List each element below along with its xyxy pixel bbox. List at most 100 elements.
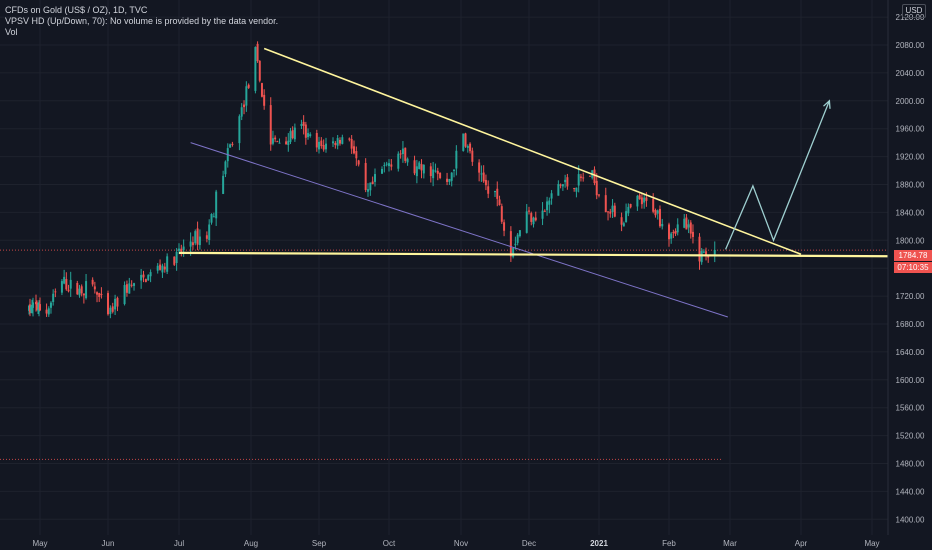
candle-body: [147, 275, 150, 281]
candle-body: [114, 298, 117, 310]
candle-body: [575, 187, 578, 192]
candle-body: [528, 210, 530, 212]
indicator-label[interactable]: VPSV HD (Up/Down, 70): No volume is prov…: [5, 16, 279, 26]
candle-body: [480, 173, 483, 175]
candle-body: [546, 201, 549, 211]
candle-body: [293, 127, 296, 140]
candle-body: [413, 160, 416, 174]
candle-body: [705, 251, 708, 257]
candle-body: [399, 153, 402, 155]
candle-body: [564, 179, 567, 183]
candle-body: [254, 47, 257, 91]
candle-body: [595, 180, 598, 196]
y-tick-label: 1960.00: [896, 125, 925, 134]
candle-body: [332, 141, 334, 144]
candle-body: [691, 231, 694, 237]
y-tick-label: 2000.00: [896, 97, 925, 106]
candle-body: [125, 284, 128, 293]
candle-body: [63, 276, 66, 284]
dotted-levels: [0, 249, 888, 460]
candle-body: [698, 236, 701, 262]
candle-body: [45, 309, 48, 314]
candle-body: [401, 148, 404, 155]
candle-body: [482, 172, 485, 182]
candle-body: [208, 224, 211, 240]
lower-channel-line: [190, 142, 728, 318]
volume-label[interactable]: Vol: [5, 27, 18, 37]
candle-body: [415, 166, 418, 177]
candle-body: [369, 182, 372, 191]
candle-body: [548, 200, 551, 205]
candle-body: [509, 231, 512, 257]
time-axis[interactable]: [0, 535, 932, 550]
x-tick-label: May: [864, 539, 879, 548]
candle-body: [336, 138, 339, 146]
candle-body: [205, 235, 208, 239]
candle-body: [534, 217, 537, 221]
x-tick-label: Nov: [454, 539, 468, 548]
candle-body: [116, 297, 119, 307]
y-tick-label: 2080.00: [896, 41, 925, 50]
candle-body: [420, 164, 423, 171]
candle-body: [287, 140, 290, 146]
candle-body: [304, 124, 307, 138]
candle-body: [676, 224, 679, 233]
candle-body: [625, 211, 628, 223]
candle-body: [582, 177, 585, 179]
x-tick-label: Mar: [723, 539, 737, 548]
candles: [28, 41, 716, 319]
candle-body: [448, 178, 451, 182]
candle-body: [353, 146, 355, 154]
candle-body: [91, 279, 94, 285]
countdown-label: 07:10:35: [894, 262, 932, 273]
x-axis-ticks: May Jun Jul Aug Sep Oct Nov Dec 2021 Feb Mar Apr May: [32, 539, 879, 548]
symbol-title[interactable]: CFDs on Gold (US$ / OZ), 1D, TVC: [5, 5, 148, 15]
candle-body: [422, 164, 425, 174]
candle-body: [702, 251, 705, 253]
x-tick-label: Sep: [312, 539, 327, 548]
candle-body: [469, 143, 472, 152]
candle-body: [173, 256, 176, 265]
candle-body: [496, 188, 499, 199]
candle-body: [163, 266, 166, 270]
y-tick-label: 2040.00: [896, 69, 925, 78]
candle-body: [144, 279, 147, 282]
y-tick-label: 1480.00: [896, 460, 925, 469]
candle-body: [229, 144, 232, 148]
candle-body: [383, 165, 386, 167]
candle-body: [566, 177, 569, 187]
candle-body: [530, 213, 533, 222]
candle-body: [374, 174, 376, 182]
candle-body: [654, 209, 657, 216]
candle-body: [683, 218, 686, 228]
candle-body: [500, 206, 503, 222]
candle-body: [579, 176, 582, 178]
currency-button[interactable]: USD: [902, 4, 926, 18]
candle-body: [322, 145, 325, 150]
candle-body: [638, 195, 641, 200]
candle-body: [668, 224, 670, 240]
candle-body: [161, 265, 164, 273]
candle-body: [98, 292, 101, 297]
candle-body: [67, 289, 70, 292]
candle-body: [357, 160, 360, 165]
candle-body: [446, 178, 449, 182]
candle-body: [636, 195, 639, 207]
x-tick-label: Aug: [244, 539, 258, 548]
candle-body: [607, 211, 610, 213]
candle-body: [76, 282, 79, 295]
candle-body: [381, 168, 383, 174]
candle-body: [274, 137, 277, 140]
candle-body: [516, 234, 519, 243]
candle-body: [130, 284, 133, 286]
candle-body: [643, 197, 646, 203]
x-tick-label: Jul: [174, 539, 184, 548]
candle-body: [318, 141, 320, 150]
candle-body: [182, 246, 185, 251]
candle-body: [652, 198, 655, 212]
candle-body: [609, 211, 612, 214]
candle-body: [320, 140, 323, 147]
candle-body: [613, 205, 616, 217]
candle-body: [302, 121, 305, 126]
